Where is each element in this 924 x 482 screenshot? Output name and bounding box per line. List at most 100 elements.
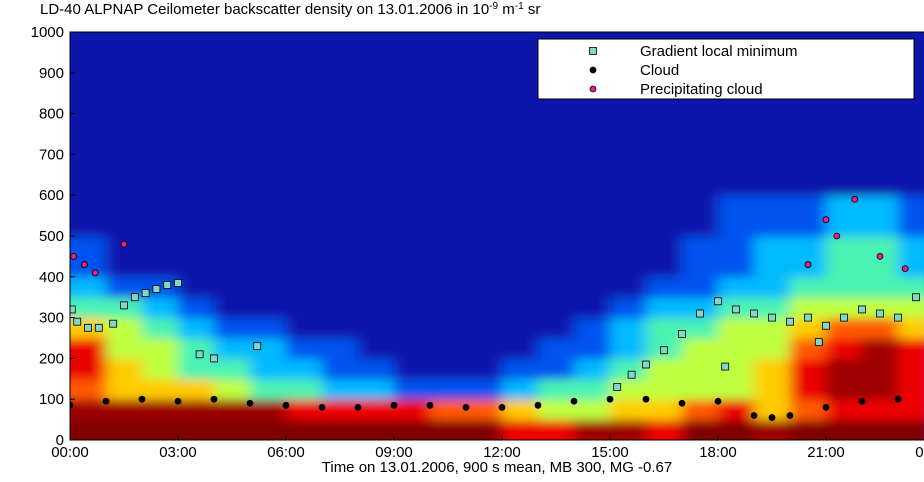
heat-cell bbox=[610, 399, 647, 421]
legend-label: Precipitating cloud bbox=[640, 81, 763, 98]
x-axis-label: Time on 13.01.2006, 900 s mean, MB 300, … bbox=[322, 459, 672, 476]
heat-cell bbox=[322, 338, 359, 359]
heat-cell bbox=[358, 419, 395, 440]
heat-cell bbox=[502, 338, 539, 359]
marker bbox=[210, 354, 218, 363]
marker bbox=[912, 293, 920, 302]
y-tick-label: 500 bbox=[39, 228, 64, 245]
heat-cell bbox=[718, 378, 755, 400]
heat-cell bbox=[214, 338, 251, 359]
heat-cell bbox=[358, 195, 395, 237]
heat-cell bbox=[898, 399, 924, 421]
heat-cell bbox=[682, 338, 719, 359]
x-tick-label: 15:00 bbox=[591, 444, 629, 461]
heatmap-cells bbox=[70, 32, 924, 440]
marker bbox=[109, 319, 118, 328]
marker bbox=[678, 330, 686, 338]
heat-cell bbox=[790, 236, 827, 278]
y-tick-label: 900 bbox=[39, 65, 64, 82]
heat-cell bbox=[466, 419, 503, 440]
title-superscript: -1 bbox=[515, 1, 524, 12]
heat-cell bbox=[142, 399, 179, 421]
marker bbox=[642, 395, 650, 403]
marker bbox=[768, 414, 776, 421]
heat-cell bbox=[214, 297, 251, 319]
heat-cell bbox=[358, 358, 395, 380]
heat-cell bbox=[790, 317, 827, 339]
heat-cell bbox=[358, 378, 395, 400]
heat-cell bbox=[646, 419, 683, 440]
y-tick-label: 0 bbox=[56, 432, 64, 449]
heat-cell bbox=[70, 297, 107, 319]
marker bbox=[152, 285, 161, 293]
legend-label: Cloud bbox=[640, 62, 679, 79]
heat-cell bbox=[646, 317, 683, 339]
marker bbox=[253, 342, 262, 351]
heat-cell bbox=[142, 195, 179, 237]
heat-cell bbox=[358, 297, 395, 319]
heat-cell bbox=[358, 276, 395, 298]
legend-box bbox=[537, 38, 915, 100]
heat-cell bbox=[538, 358, 575, 380]
heat-cell bbox=[502, 419, 539, 440]
heat-cell bbox=[322, 195, 359, 237]
heat-cell bbox=[610, 419, 647, 440]
heat-cell bbox=[754, 276, 791, 298]
heat-cell bbox=[106, 419, 143, 440]
marker bbox=[804, 313, 812, 322]
chart-title: LD-40 ALPNAP Ceilometer backscatter dens… bbox=[40, 1, 540, 19]
marker bbox=[901, 265, 909, 273]
marker bbox=[174, 397, 182, 405]
heat-cell bbox=[502, 276, 539, 298]
x-tick-label: 00:00 bbox=[915, 444, 924, 461]
heat-cell bbox=[502, 297, 539, 319]
heat-cell bbox=[178, 317, 215, 339]
marker bbox=[570, 397, 578, 405]
marker bbox=[390, 401, 398, 409]
heat-cell bbox=[574, 358, 611, 380]
heat-cell bbox=[70, 195, 107, 237]
marker bbox=[318, 403, 326, 411]
heat-cell bbox=[646, 276, 683, 298]
heat-cell bbox=[322, 297, 359, 319]
heat-cell bbox=[286, 378, 323, 400]
marker bbox=[851, 195, 859, 203]
heat-cell bbox=[862, 378, 899, 400]
x-tick-label: 03:00 bbox=[159, 444, 197, 461]
heat-cell bbox=[430, 32, 467, 196]
marker bbox=[627, 370, 636, 379]
heat-cell bbox=[394, 358, 431, 380]
marker bbox=[70, 252, 77, 260]
marker bbox=[282, 401, 290, 409]
legend: Gradient local minimum Cloud Precipitating… bbox=[537, 38, 915, 100]
heat-cell bbox=[142, 338, 179, 359]
heat-cell bbox=[862, 419, 899, 440]
marker bbox=[642, 360, 650, 369]
heat-cell bbox=[646, 297, 683, 319]
marker bbox=[84, 323, 92, 332]
heat-cell bbox=[214, 195, 251, 237]
heat-cell bbox=[178, 32, 215, 196]
y-tick-label: 700 bbox=[39, 146, 64, 163]
heat-cell bbox=[394, 297, 431, 319]
heat-cell bbox=[502, 358, 539, 380]
heat-cell bbox=[70, 358, 107, 380]
marker bbox=[174, 279, 182, 287]
marker bbox=[822, 321, 830, 330]
heat-cell bbox=[286, 317, 323, 339]
heat-cell bbox=[322, 236, 359, 278]
heat-cell bbox=[142, 358, 179, 380]
heat-cell bbox=[250, 419, 287, 440]
heat-cell bbox=[178, 399, 215, 421]
marker bbox=[195, 350, 204, 359]
marker bbox=[840, 313, 848, 322]
heat-cell bbox=[70, 419, 107, 440]
marker bbox=[876, 252, 884, 260]
marker bbox=[354, 403, 362, 411]
heat-cell bbox=[250, 276, 287, 298]
y-tick-label: 800 bbox=[39, 106, 64, 123]
heat-cell bbox=[430, 297, 467, 319]
marker bbox=[750, 412, 758, 419]
marker bbox=[91, 269, 99, 277]
